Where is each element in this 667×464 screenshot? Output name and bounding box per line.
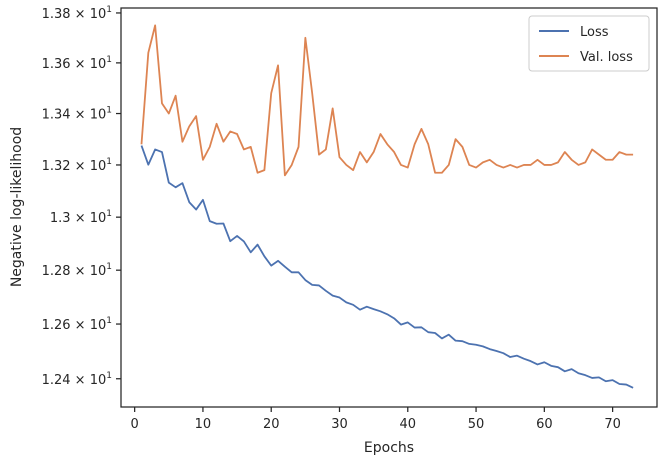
y-tick-label: 1.38 × 101 — [42, 5, 112, 22]
x-tick-label: 30 — [331, 417, 348, 432]
x-tick-label: 40 — [400, 417, 417, 432]
x-axis-label: Epochs — [364, 440, 414, 456]
x-tick-label: 10 — [195, 417, 212, 432]
y-tick-label: 1.3 × 101 — [50, 209, 112, 226]
plot-area — [120, 7, 658, 408]
y-tick-label: 1.24 × 101 — [42, 371, 112, 388]
y-axis-label: Negative log-likelihood — [9, 127, 25, 287]
legend-label-loss: Loss — [580, 25, 609, 40]
legend: Loss Val. loss — [528, 15, 650, 72]
legend-box — [528, 15, 650, 72]
x-tick-label: 60 — [536, 417, 553, 432]
x-tick-label: 50 — [468, 417, 485, 432]
x-tick-label: 70 — [604, 417, 621, 432]
y-tick-label: 1.32 × 101 — [42, 157, 112, 174]
series-line-loss — [140, 145, 634, 389]
y-tick-label: 1.26 × 101 — [42, 316, 112, 333]
x-tick-label: 0 — [131, 417, 139, 432]
y-tick-label: 1.36 × 101 — [42, 55, 112, 72]
y-tick-label: 1.28 × 101 — [42, 262, 112, 279]
series-layer — [140, 24, 634, 389]
x-axis-ticks: 0 10 20 30 40 50 60 70 — [131, 407, 621, 432]
y-tick-label: 1.34 × 101 — [42, 106, 112, 123]
legend-label-val-loss: Val. loss — [580, 50, 633, 65]
x-tick-label: 20 — [263, 417, 280, 432]
y-axis-ticks: 1.24 × 101 1.26 × 101 1.28 × 101 1.3 × 101 1… — [42, 5, 121, 388]
series-line-val-loss — [140, 24, 634, 177]
